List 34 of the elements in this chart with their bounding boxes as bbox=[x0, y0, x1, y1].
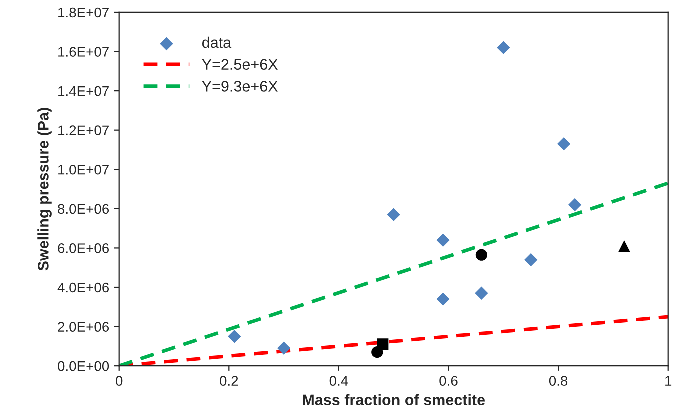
point bbox=[372, 346, 384, 358]
legend-label: Y=2.5e+6X bbox=[202, 59, 278, 70]
y-tick-label: 1.2E+07 bbox=[58, 126, 109, 136]
y-tick-label: 1.6E+07 bbox=[58, 47, 109, 57]
x-tick-label: 0.2 bbox=[220, 376, 238, 386]
point bbox=[618, 240, 630, 252]
point bbox=[476, 249, 488, 261]
y-axis-title: Swelling pressure (Pa) bbox=[38, 108, 52, 271]
point bbox=[277, 342, 291, 355]
point bbox=[387, 208, 400, 222]
point bbox=[524, 253, 538, 267]
y-tick-label: 0.0E+00 bbox=[58, 361, 110, 372]
point bbox=[228, 330, 242, 344]
legend-label: Y=9.3e+6X bbox=[202, 81, 278, 92]
point bbox=[497, 41, 510, 54]
point bbox=[436, 292, 450, 306]
y-tick-label: 6.0E+06 bbox=[58, 244, 110, 254]
point bbox=[557, 138, 571, 151]
point bbox=[475, 286, 488, 300]
point bbox=[568, 198, 582, 212]
y-tick-label: 8.0E+06 bbox=[58, 204, 110, 214]
x-axis-title: Mass fraction of smectite bbox=[303, 394, 486, 406]
y-tick-label: 1.0E+07 bbox=[58, 164, 109, 175]
y-tick-label: 2.0E+06 bbox=[58, 322, 110, 332]
y-tick-label: 4.0E+06 bbox=[58, 282, 110, 293]
y-tick-label: 1.8E+07 bbox=[58, 8, 109, 18]
x-tick-label: 0.8 bbox=[549, 376, 568, 386]
point bbox=[436, 234, 450, 247]
x-tick-label: 0.6 bbox=[440, 376, 458, 386]
x-tick-label: 0 bbox=[116, 376, 123, 386]
legend-label: data bbox=[202, 36, 232, 48]
y-tick-label: 1.4E+07 bbox=[58, 86, 109, 96]
x-tick-label: 0.4 bbox=[330, 376, 348, 386]
x-tick-label: 1 bbox=[666, 376, 672, 386]
